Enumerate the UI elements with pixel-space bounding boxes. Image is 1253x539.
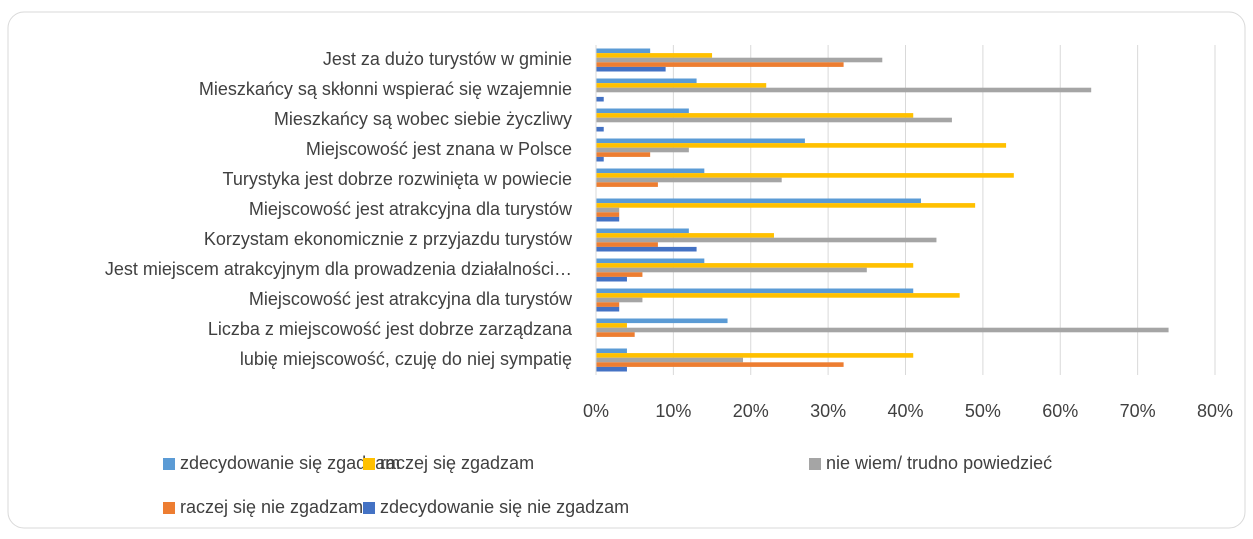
bar — [596, 353, 914, 358]
bar — [596, 48, 651, 54]
y-tick-label: Miejscowość jest atrakcyjna dla turystów — [249, 289, 573, 309]
bar — [596, 348, 627, 354]
bar — [596, 156, 604, 162]
bar — [596, 143, 1007, 148]
bar — [596, 323, 627, 328]
bar — [596, 332, 635, 337]
bar — [596, 66, 666, 72]
x-tick-label: 40% — [887, 401, 923, 421]
bar — [596, 297, 643, 303]
bar — [596, 126, 604, 132]
legend-label: zdecydowanie się nie zgadzam — [380, 497, 629, 517]
legend-swatch — [163, 502, 175, 514]
bar — [596, 117, 952, 123]
legend-swatch — [809, 458, 821, 470]
bar — [596, 177, 782, 183]
bar — [596, 293, 960, 298]
x-tick-label: 10% — [655, 401, 691, 421]
bar — [596, 228, 689, 234]
bar — [596, 362, 844, 367]
bar — [596, 318, 728, 324]
bar — [596, 237, 937, 243]
bar — [596, 113, 914, 118]
bar — [596, 242, 658, 247]
bar — [596, 233, 774, 238]
y-tick-label: Jest za dużo turystów w gminie — [323, 49, 572, 69]
y-tick-label: Liczba z miejscowość jest dobrze zarządz… — [208, 319, 573, 339]
y-tick-label: Mieszkańcy są wobec siebie życzliwy — [274, 109, 572, 129]
bar — [596, 182, 658, 187]
y-tick-label: Miejscowość jest atrakcyjna dla turystów — [249, 199, 573, 219]
legend-label: raczej się nie zgadzam — [180, 497, 363, 517]
legend-swatch — [363, 502, 375, 514]
y-tick-label: lubię miejscowość, czuję do niej sympati… — [240, 349, 572, 369]
legend-label: nie wiem/ trudno powiedzieć — [826, 453, 1052, 473]
bar — [596, 147, 689, 153]
x-tick-label: 60% — [1042, 401, 1078, 421]
bar — [596, 96, 604, 102]
bar — [596, 366, 627, 372]
bar — [596, 306, 620, 312]
bar — [596, 246, 697, 252]
bar — [596, 276, 627, 282]
bar — [596, 203, 976, 208]
bar — [596, 83, 767, 88]
legend-label: raczej się zgadzam — [380, 453, 534, 473]
bar — [596, 152, 651, 157]
bar — [596, 288, 914, 294]
legend-swatch — [163, 458, 175, 470]
bar — [596, 173, 1014, 178]
y-tick-label: Turystyka jest dobrze rozwinięta w powie… — [223, 169, 572, 189]
x-tick-label: 20% — [733, 401, 769, 421]
y-tick-label: Jest miejscem atrakcyjnym dla prowadzeni… — [105, 259, 572, 279]
bar — [596, 212, 620, 217]
bar — [596, 78, 697, 84]
bar — [596, 168, 705, 174]
bar — [596, 357, 744, 363]
x-tick-label: 30% — [810, 401, 846, 421]
bar — [596, 263, 914, 268]
bar — [596, 267, 867, 273]
legend-swatch — [363, 458, 375, 470]
bar — [596, 53, 713, 58]
bar — [596, 258, 705, 264]
bar — [596, 216, 620, 222]
bar — [596, 327, 1169, 333]
bar — [596, 207, 620, 213]
y-tick-label: Mieszkańcy są skłonni wspierać się wzaje… — [199, 79, 572, 99]
bar — [596, 302, 620, 307]
bar — [596, 108, 689, 114]
legend-label: zdecydowanie się zgadzam — [180, 453, 400, 473]
y-tick-label: Miejscowość jest znana w Polsce — [306, 139, 572, 159]
bar — [596, 198, 921, 204]
x-tick-label: 0% — [583, 401, 609, 421]
bar — [596, 87, 1092, 93]
y-tick-label: Korzystam ekonomicznie z przyjazdu turys… — [204, 229, 573, 249]
bar — [596, 62, 844, 67]
bar — [596, 57, 883, 63]
x-tick-label: 50% — [965, 401, 1001, 421]
bar — [596, 138, 805, 144]
x-tick-label: 80% — [1197, 401, 1233, 421]
x-tick-label: 70% — [1120, 401, 1156, 421]
bar — [596, 272, 643, 277]
